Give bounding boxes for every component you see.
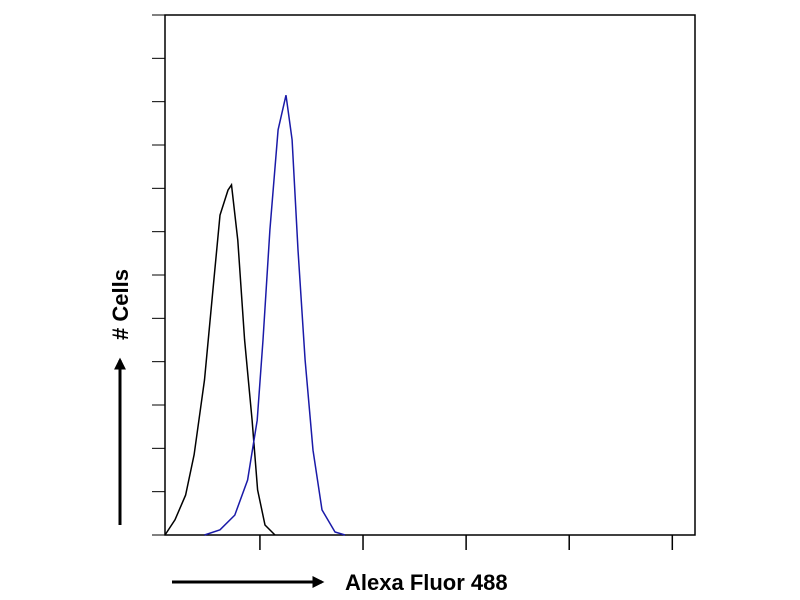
plot-frame [164,14,696,536]
histogram-line [164,182,276,536]
y-axis-label: # Cells [108,269,133,340]
x-axis-label: Alexa Fluor 488 [345,570,508,595]
histogram-line [204,95,346,536]
